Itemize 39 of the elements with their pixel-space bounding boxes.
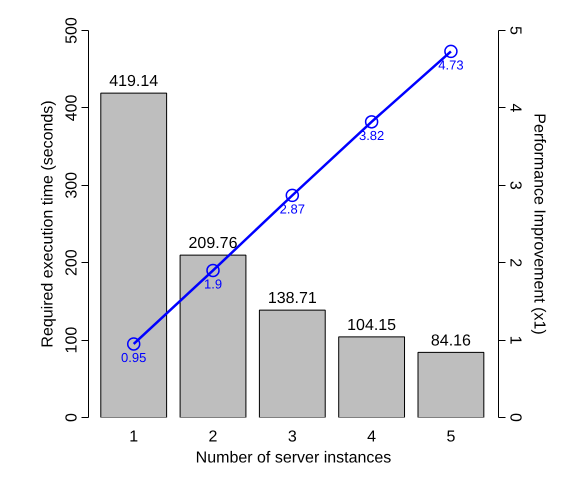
- y-tick-label: 500: [64, 17, 80, 44]
- x-tick-label: 1: [129, 428, 138, 446]
- y-tick-label: 200: [64, 249, 80, 276]
- data-label: 1.9: [204, 276, 222, 292]
- x-tick-label: 3: [288, 428, 297, 446]
- bar: [100, 92, 168, 418]
- y-axis-title: Required execution time (seconds): [40, 100, 56, 348]
- y-tick-label: 0: [64, 412, 80, 422]
- y-tick-label: 300: [64, 172, 80, 199]
- data-label: 138.71: [268, 290, 317, 308]
- data-label: 0.95: [121, 350, 146, 365]
- y2-tick-label: 3: [506, 180, 524, 190]
- x-tick-label: 4: [367, 428, 376, 446]
- point: [364, 115, 378, 129]
- bar: [338, 336, 406, 418]
- data-label: 419.14: [109, 73, 158, 90]
- data-label: 3.82: [358, 128, 384, 143]
- point: [126, 337, 140, 351]
- point: [444, 44, 458, 58]
- y2-tick-label: 4: [506, 103, 524, 112]
- y2-tick-label: 1: [506, 336, 524, 345]
- data-label: 209.76: [188, 235, 238, 252]
- y2-axis-title: Performance Improvement (x1): [530, 113, 548, 335]
- y2-tick-label: 5: [506, 26, 524, 36]
- data-label: 84.16: [430, 332, 472, 350]
- y2-tick-label: 2: [506, 258, 524, 268]
- x-tick-label: 2: [208, 428, 218, 446]
- bar: [258, 310, 326, 418]
- data-label: 104.15: [347, 316, 396, 334]
- point: [206, 264, 220, 278]
- data-label: 4.73: [438, 57, 464, 72]
- bar: [180, 254, 246, 418]
- x-tick-label: 5: [446, 428, 456, 446]
- x-axis-title: Number of server instances: [196, 450, 392, 466]
- point: [286, 188, 300, 202]
- y-tick-label: 400: [64, 94, 80, 122]
- bar: [418, 352, 484, 418]
- y2-tick-label: 0: [506, 413, 524, 422]
- y-tick-label: 100: [64, 326, 80, 354]
